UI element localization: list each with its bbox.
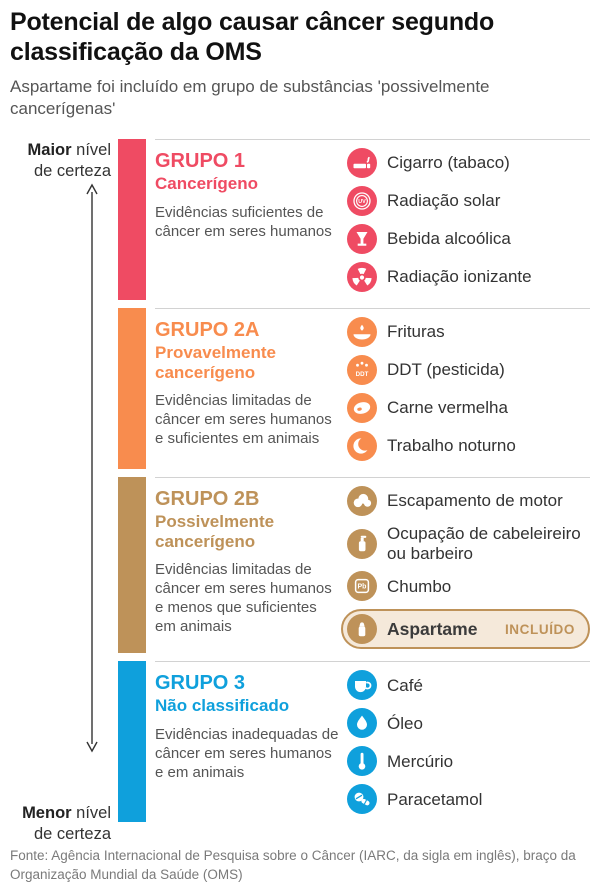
- list-item: Trabalho noturno: [347, 431, 590, 462]
- item-label: Paracetamol: [387, 789, 483, 809]
- double-arrow-icon: [86, 183, 98, 753]
- list-item: Frituras: [347, 317, 590, 348]
- item-label: Bebida alcoólica: [387, 229, 511, 249]
- axis-label-top: Maior nível de certeza: [10, 139, 118, 181]
- classification-chart: Maior nível de certeza Menor nível de ce…: [10, 139, 590, 843]
- axis-label-bottom-rest: nível de certeza: [33, 804, 111, 843]
- list-item: Ocupação de cabeleireiro ou barbeiro: [347, 524, 590, 563]
- night-moon-icon: [347, 431, 377, 462]
- svg-text:UV: UV: [358, 199, 366, 205]
- group-3-description: Evidências inadequadas de câncer em sere…: [155, 725, 339, 781]
- group-1-name: GRUPO 1: [155, 150, 246, 173]
- group-2b-description: Evidências limitadas de câncer em seres …: [155, 561, 332, 636]
- aspartame-highlight: Aspartame INCLUÍDO: [341, 609, 590, 650]
- group-1-description: Evidências suficientes de câncer em sere…: [155, 203, 332, 240]
- group-2a-description: Evidências limitadas de câncer em seres …: [155, 392, 332, 448]
- uv-radiation-icon: UV: [347, 186, 377, 217]
- list-item: Escapamento de motor: [347, 486, 590, 517]
- page-subtitle: Aspartame foi incluído em grupo de subst…: [10, 77, 490, 119]
- spray-bottle-icon: [347, 528, 377, 559]
- group-1-color-bar: [118, 139, 146, 301]
- group-2b-name: GRUPO 2B: [155, 488, 260, 511]
- item-label: Café: [387, 675, 423, 695]
- cigarette-icon: [347, 148, 377, 179]
- group-3-color-bar: [118, 661, 146, 823]
- frying-pan-icon: [347, 317, 377, 348]
- pills-icon: [347, 784, 377, 815]
- group-3-classification: Não classificado: [155, 696, 290, 716]
- alcoholic-drink-icon: [347, 224, 377, 255]
- item-label: Radiação solar: [387, 191, 501, 211]
- item-label: Chumbo: [387, 576, 452, 596]
- item-label: Mercúrio: [387, 751, 454, 771]
- axis-label-top-rest: nível de certeza: [33, 141, 111, 180]
- axis-label-bottom: Menor nível de certeza: [10, 803, 118, 844]
- item-label: Óleo: [387, 713, 423, 733]
- oil-drop-icon: [347, 708, 377, 739]
- svg-text:Pb: Pb: [358, 584, 367, 591]
- axis-label-bottom-bold: Menor: [22, 804, 72, 823]
- ddt-pesticide-icon: DDT: [347, 355, 377, 386]
- engine-exhaust-icon: [347, 486, 377, 517]
- list-item: Paracetamol: [347, 784, 590, 815]
- certainty-axis: Maior nível de certeza Menor nível de ce…: [10, 139, 118, 842]
- group-section-2b: GRUPO 2B Possivelmente cancerígeno Evidê…: [118, 477, 590, 654]
- list-item: Óleo: [347, 708, 590, 739]
- group-2a-name: GRUPO 2A: [155, 319, 260, 342]
- list-item: DDT DDT (pesticida): [347, 355, 590, 386]
- group-2b-classification: Possivelmente cancerígeno: [155, 512, 275, 551]
- list-item: Mercúrio: [347, 746, 590, 777]
- groups-list: GRUPO 1 Cancerígeno Evidências suficient…: [118, 139, 590, 830]
- item-label: Aspartame: [387, 619, 478, 640]
- group-section-3: GRUPO 3 Não classificado Evidências inad…: [118, 661, 590, 823]
- sweetener-bottle-icon: [347, 614, 377, 645]
- item-label: Escapamento de motor: [387, 491, 563, 511]
- group-2b-color-bar: [118, 477, 146, 654]
- source-note: Fonte: Agência Internacional de Pesquisa…: [10, 848, 576, 883]
- list-item: UV Radiação solar: [347, 186, 590, 217]
- lead-pb-icon: Pb: [347, 571, 377, 602]
- list-item: Bebida alcoólica: [347, 224, 590, 255]
- list-item: Carne vermelha: [347, 393, 590, 424]
- item-label: Frituras: [387, 322, 445, 342]
- item-label: Cigarro (tabaco): [387, 153, 510, 173]
- group-2a-classification: Provavelmente cancerígeno: [155, 343, 276, 382]
- list-item: Café: [347, 670, 590, 701]
- svg-text:DDT: DDT: [356, 371, 369, 378]
- group-3-name: GRUPO 3: [155, 672, 246, 695]
- thermometer-icon: [347, 746, 377, 777]
- item-label: DDT (pesticida): [387, 360, 505, 380]
- list-item: Radiação ionizante: [347, 262, 590, 293]
- red-meat-icon: [347, 393, 377, 424]
- list-item: Cigarro (tabaco): [347, 148, 590, 179]
- ionizing-radiation-icon: [347, 262, 377, 293]
- axis-label-top-bold: Maior: [27, 141, 72, 160]
- group-2a-color-bar: [118, 308, 146, 470]
- coffee-cup-icon: [347, 670, 377, 701]
- item-label: Carne vermelha: [387, 398, 508, 418]
- included-badge: INCLUÍDO: [504, 621, 575, 637]
- item-label: Ocupação de cabeleireiro ou barbeiro: [387, 524, 581, 563]
- item-label: Trabalho noturno: [387, 436, 516, 456]
- page-title: Potencial de algo causar câncer segundo …: [10, 8, 495, 66]
- item-label: Radiação ionizante: [387, 267, 532, 287]
- group-section-1: GRUPO 1 Cancerígeno Evidências suficient…: [118, 139, 590, 301]
- group-section-2a: GRUPO 2A Provavelmente cancerígeno Evidê…: [118, 308, 590, 470]
- group-1-classification: Cancerígeno: [155, 174, 258, 194]
- list-item: Pb Chumbo: [347, 571, 590, 602]
